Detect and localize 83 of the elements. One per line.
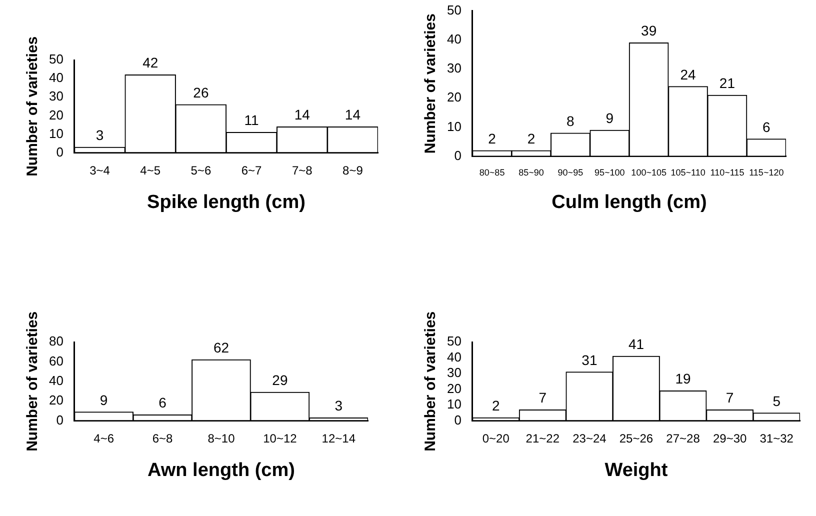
y-tick-label: 50 — [48, 52, 64, 67]
y-tick-label: 20 — [48, 107, 64, 122]
y-tick-label: 10 — [446, 118, 462, 134]
y-tick-label: 80 — [48, 334, 64, 349]
y-tick-label: 50 — [446, 2, 462, 18]
data-label: 5 — [772, 392, 781, 409]
y-tick-label: 0 — [56, 144, 64, 160]
x-tick-label: 29~30 — [712, 431, 747, 446]
x-tick-label: 3~4 — [90, 163, 110, 178]
data-label: 9 — [100, 392, 108, 408]
x-tick-label: 115~120 — [749, 167, 784, 178]
y-axis-title: Number of varieties — [24, 311, 42, 452]
x-tick-label: 21~22 — [526, 431, 560, 446]
data-label: 8 — [566, 112, 575, 129]
x-axis-title: Weight — [604, 460, 668, 481]
y-tick-label: 20 — [446, 90, 462, 105]
x-tick-label: 25~26 — [619, 431, 654, 446]
y-tick-label: 30 — [446, 60, 462, 76]
x-tick-label: 12~14 — [322, 431, 356, 446]
y-tick-label: 40 — [446, 32, 462, 46]
data-label: 24 — [680, 66, 696, 82]
y-tick-label: 40 — [48, 372, 64, 388]
y-tick-label: 30 — [48, 88, 64, 104]
x-tick-label: 95~100 — [594, 167, 625, 178]
x-tick-label: 23~24 — [572, 431, 607, 446]
data-label: 21 — [719, 75, 736, 92]
y-tick-label: 10 — [446, 396, 462, 412]
x-axis-title: Culm length (cm) — [552, 192, 707, 213]
y-tick-label: 30 — [446, 365, 462, 380]
data-label: 29 — [272, 372, 288, 388]
data-label: 2 — [527, 130, 536, 146]
data-label: 11 — [244, 112, 259, 128]
y-axis-title: Number of varieties — [422, 311, 440, 452]
x-axis-title: Awn length (cm) — [148, 460, 295, 481]
x-tick-label: 8~9 — [342, 163, 364, 178]
x-tick-label: 8~10 — [208, 431, 236, 446]
data-label: 6 — [762, 118, 771, 135]
y-tick-label: 0 — [454, 412, 462, 428]
y-tick-label: 20 — [446, 380, 462, 396]
x-tick-label: 80~85 — [479, 167, 505, 178]
data-label: 6 — [158, 394, 167, 411]
x-tick-label: 7~8 — [292, 163, 313, 178]
y-tick-label: 20 — [48, 392, 64, 408]
x-tick-label: 110~115 — [710, 167, 744, 178]
data-label: 42 — [142, 54, 158, 71]
data-label: 3 — [96, 127, 104, 144]
x-tick-label: 6~7 — [241, 163, 262, 178]
x-tick-label: 27~28 — [666, 431, 700, 446]
y-tick-label: 40 — [446, 349, 462, 364]
data-label: 2 — [488, 130, 496, 146]
y-tick-label: 40 — [48, 70, 64, 86]
y-tick-label: 0 — [454, 148, 462, 163]
x-tick-label: 31~32 — [760, 431, 794, 446]
data-label: 62 — [213, 340, 230, 356]
data-label: 19 — [675, 370, 692, 387]
y-tick-label: 50 — [446, 334, 462, 349]
x-axis-title: Spike length (cm) — [147, 192, 306, 213]
data-label: 14 — [294, 106, 310, 123]
y-axis-title: Number of varieties — [24, 36, 42, 176]
data-label: 41 — [628, 336, 644, 352]
data-label: 39 — [641, 22, 657, 39]
data-label: 7 — [538, 390, 547, 406]
data-label: 9 — [606, 110, 614, 126]
data-label: 7 — [726, 390, 734, 406]
data-label: 2 — [492, 398, 500, 414]
x-tick-label: 6~8 — [152, 431, 174, 446]
y-tick-label: 0 — [56, 412, 64, 428]
x-tick-label: 85~90 — [518, 167, 544, 178]
data-label: 14 — [344, 106, 361, 123]
data-label: 31 — [582, 352, 598, 368]
y-axis-title: Number of varieties — [422, 14, 440, 154]
data-label: 3 — [334, 398, 343, 414]
x-tick-label: 90~95 — [558, 167, 584, 178]
x-tick-label: 100~105 — [631, 167, 666, 178]
x-tick-label: 4~5 — [140, 163, 161, 178]
x-tick-label: 105~110 — [670, 167, 706, 178]
x-tick-label: 0~20 — [482, 431, 510, 446]
y-tick-label: 60 — [48, 353, 64, 368]
y-tick-label: 10 — [48, 126, 64, 141]
data-label: 26 — [193, 84, 209, 100]
x-tick-label: 4~6 — [94, 431, 114, 446]
x-tick-label: 10~12 — [263, 431, 298, 446]
x-tick-label: 5~6 — [190, 163, 212, 178]
